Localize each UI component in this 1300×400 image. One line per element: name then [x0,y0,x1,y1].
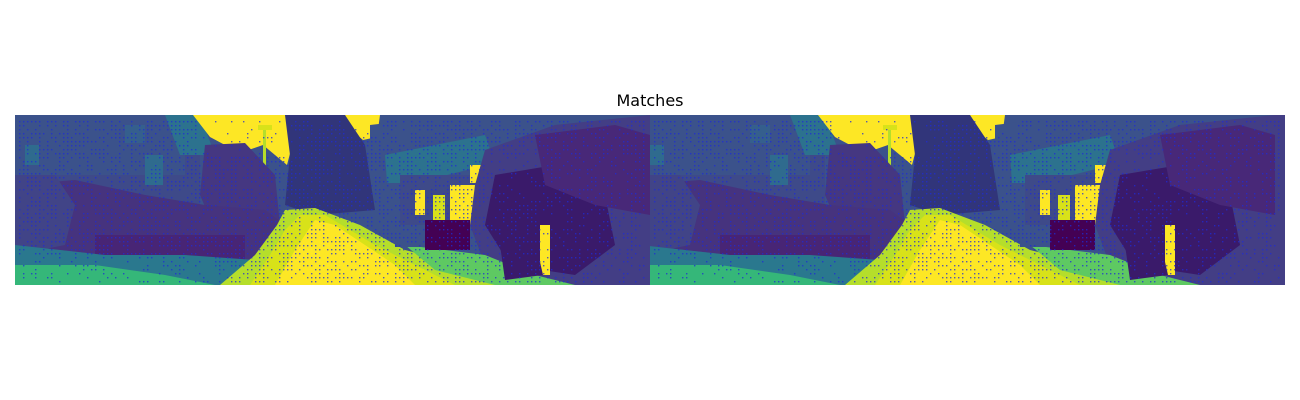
stereo-image-pair [15,115,1285,285]
right-keypoints [654,121,1280,283]
plot-title: Matches [616,91,684,110]
right-image [650,115,1285,285]
left-keypoints [19,121,645,283]
image-axes [15,115,1285,285]
left-image [15,115,650,285]
